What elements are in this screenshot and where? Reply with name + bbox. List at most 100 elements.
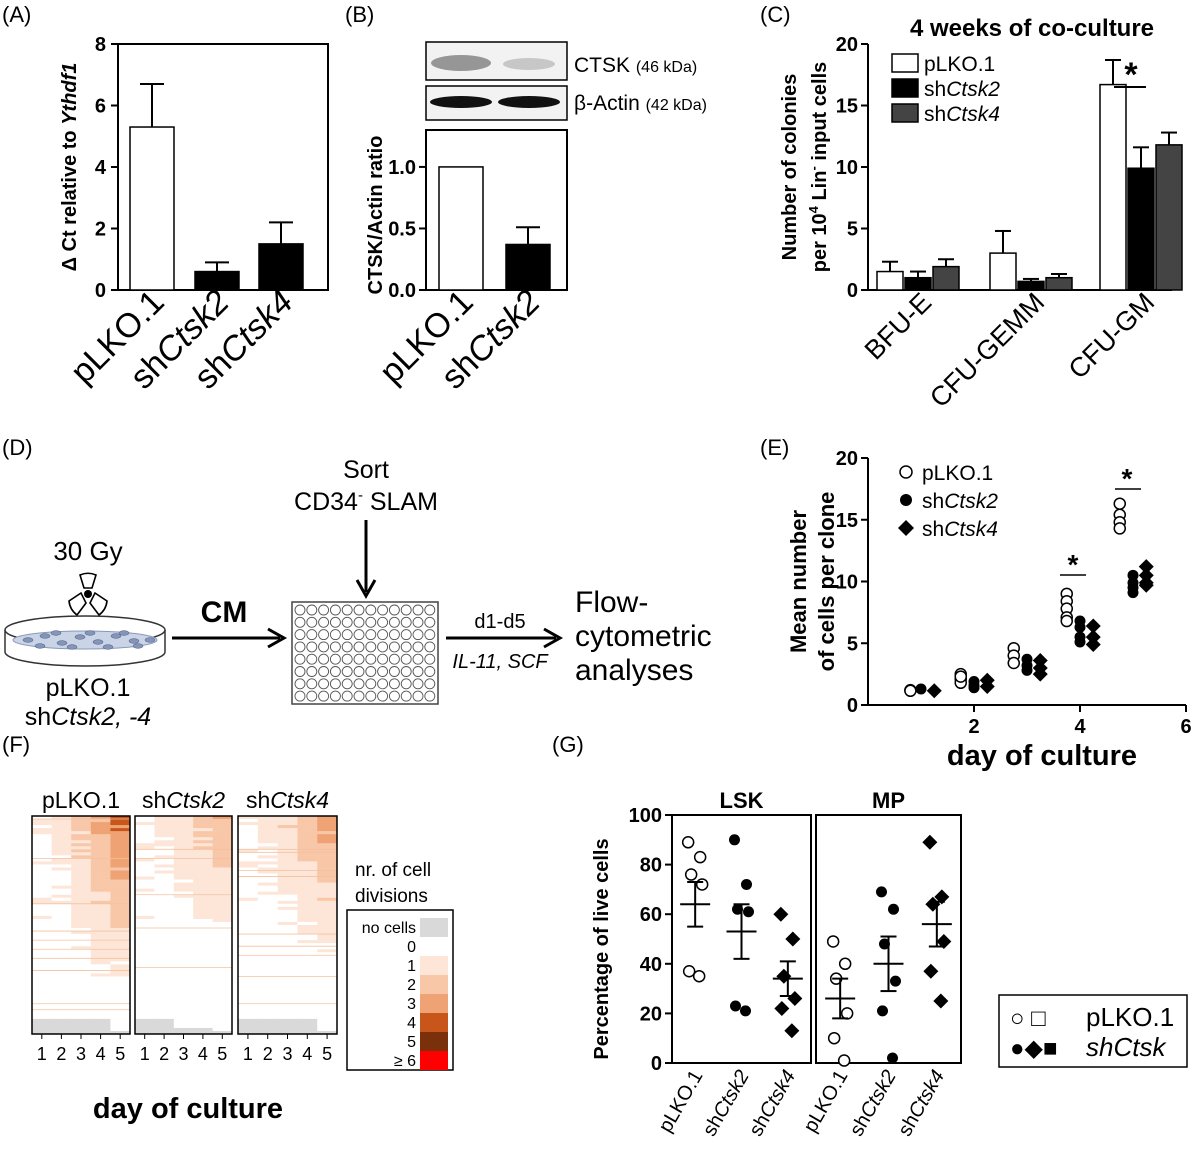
heatmap-cell xyxy=(238,822,259,826)
heatmap-cell xyxy=(193,849,213,853)
plate-well xyxy=(306,666,318,677)
heatmap-cell xyxy=(51,897,72,902)
heatmap-cell xyxy=(317,849,338,853)
heatmap-cell xyxy=(173,915,194,920)
heatmap-cell xyxy=(51,834,72,838)
heatmap-cell xyxy=(110,1018,131,1023)
plate-well xyxy=(424,616,436,628)
heatmap-cell xyxy=(317,931,338,935)
source-line-2: shCtsk2, -4 xyxy=(25,703,151,731)
heatmap-cell xyxy=(317,873,338,877)
heatmap-cell xyxy=(32,906,52,911)
heatmap-cell xyxy=(51,952,72,956)
heatmap-cell xyxy=(212,931,233,935)
heatmap-cell xyxy=(212,1003,233,1008)
heatmap-cell xyxy=(297,928,318,932)
heatmap-cell xyxy=(212,979,233,983)
plate-well xyxy=(318,641,330,653)
data-point-filled-circle xyxy=(730,1000,741,1012)
heatmap-cell xyxy=(212,964,233,968)
subpanel-title: LSK xyxy=(720,788,764,813)
heatmap-cell xyxy=(32,946,52,950)
heatmap-cell xyxy=(32,912,52,917)
data-point-filled-circle xyxy=(732,903,743,915)
heatmap-cell xyxy=(257,976,278,980)
heatmap-cell xyxy=(173,867,194,871)
heatmap-cell xyxy=(135,979,155,983)
heatmap-cell xyxy=(32,1009,52,1014)
heatmap-cell xyxy=(90,1015,111,1020)
heatmap-cell xyxy=(238,885,259,889)
heatmap-cell xyxy=(90,888,111,892)
heatmap-cell xyxy=(277,816,298,820)
chart-b: CTSK (46 kDa)β-Actin (42 kDa)0.00.51.0pL… xyxy=(365,41,707,397)
blot-label-size: (46 kDa) xyxy=(636,59,697,76)
heatmap-cell xyxy=(277,955,298,959)
heatmap-cell xyxy=(51,918,72,923)
heatmap-cell xyxy=(257,825,278,829)
heatmap-cell xyxy=(135,864,155,868)
heatmap-cell xyxy=(257,822,278,826)
bar xyxy=(1045,276,1073,291)
heatmap-cell xyxy=(173,973,194,977)
heatmap-cell xyxy=(90,994,111,998)
heatmap-cell xyxy=(71,985,92,989)
y-axis-label: Δ Ct relative to Ythdf1 xyxy=(59,63,81,272)
heatmap-cell xyxy=(193,991,213,995)
heatmap-cell xyxy=(257,894,278,899)
heatmap-cell xyxy=(90,970,111,974)
heatmap-cell xyxy=(110,937,131,941)
heatmap-cell xyxy=(257,931,278,935)
heatmap-cell xyxy=(90,879,111,883)
data-point-open-circle xyxy=(682,964,696,978)
heatmap-cell xyxy=(135,1003,155,1008)
y-axis-label-line-2: of cells per clone xyxy=(814,492,839,672)
heatmap-cell xyxy=(238,864,259,868)
heatmap-cell xyxy=(257,1027,278,1032)
heatmap-cell xyxy=(277,906,298,911)
heatmap-cell xyxy=(110,940,131,944)
heatmap-cell xyxy=(297,1012,318,1017)
heatmap-cell xyxy=(32,825,52,829)
data-point-filled-diamond xyxy=(773,906,789,922)
heatmap-cell xyxy=(71,928,92,932)
plate-well xyxy=(365,641,377,653)
heatmap-cell xyxy=(154,918,175,923)
heatmap-cell xyxy=(238,897,259,902)
heatmap-cell xyxy=(51,985,72,989)
heatmap-cell xyxy=(317,1015,338,1020)
heatmap-cell xyxy=(277,903,298,908)
heatmap-cell xyxy=(32,1000,52,1005)
heatmap-cell xyxy=(90,982,111,986)
heatmap-cell xyxy=(317,1030,338,1035)
heatmap-cell xyxy=(154,976,175,980)
heatmap-cell xyxy=(297,1000,318,1005)
heatmap-cell xyxy=(110,852,131,856)
heatmap-cell xyxy=(135,991,155,995)
heatmap-cell xyxy=(317,888,338,892)
y-axis-label-sup: - xyxy=(806,166,821,170)
heatmap-cell xyxy=(212,897,233,902)
heatmap-cell xyxy=(71,876,92,880)
data-point-open-circle xyxy=(692,969,706,983)
plate-well xyxy=(306,604,318,616)
heatmap-cell xyxy=(257,928,278,932)
heatmap-cell xyxy=(71,870,92,874)
data-point-open-circle xyxy=(827,1031,841,1045)
heatmap-cell xyxy=(317,970,338,974)
heatmap-cell xyxy=(277,837,298,841)
y-tick-label: 15 xyxy=(836,510,858,532)
heatmap-cell xyxy=(193,955,213,959)
heatmap-cell xyxy=(71,958,92,962)
heatmap-cell xyxy=(135,928,155,932)
radiation-icon xyxy=(68,572,108,617)
legend-label: 3 xyxy=(407,996,416,1013)
heatmap-cell xyxy=(317,867,338,871)
data-point-filled-circle xyxy=(879,938,890,950)
heatmap-cell xyxy=(51,819,72,823)
heatmap-cell xyxy=(193,885,213,889)
heatmap-cell xyxy=(90,964,111,968)
heatmap-cell xyxy=(212,958,233,962)
heatmap-cell xyxy=(212,873,233,877)
heatmap-cell xyxy=(212,906,233,911)
